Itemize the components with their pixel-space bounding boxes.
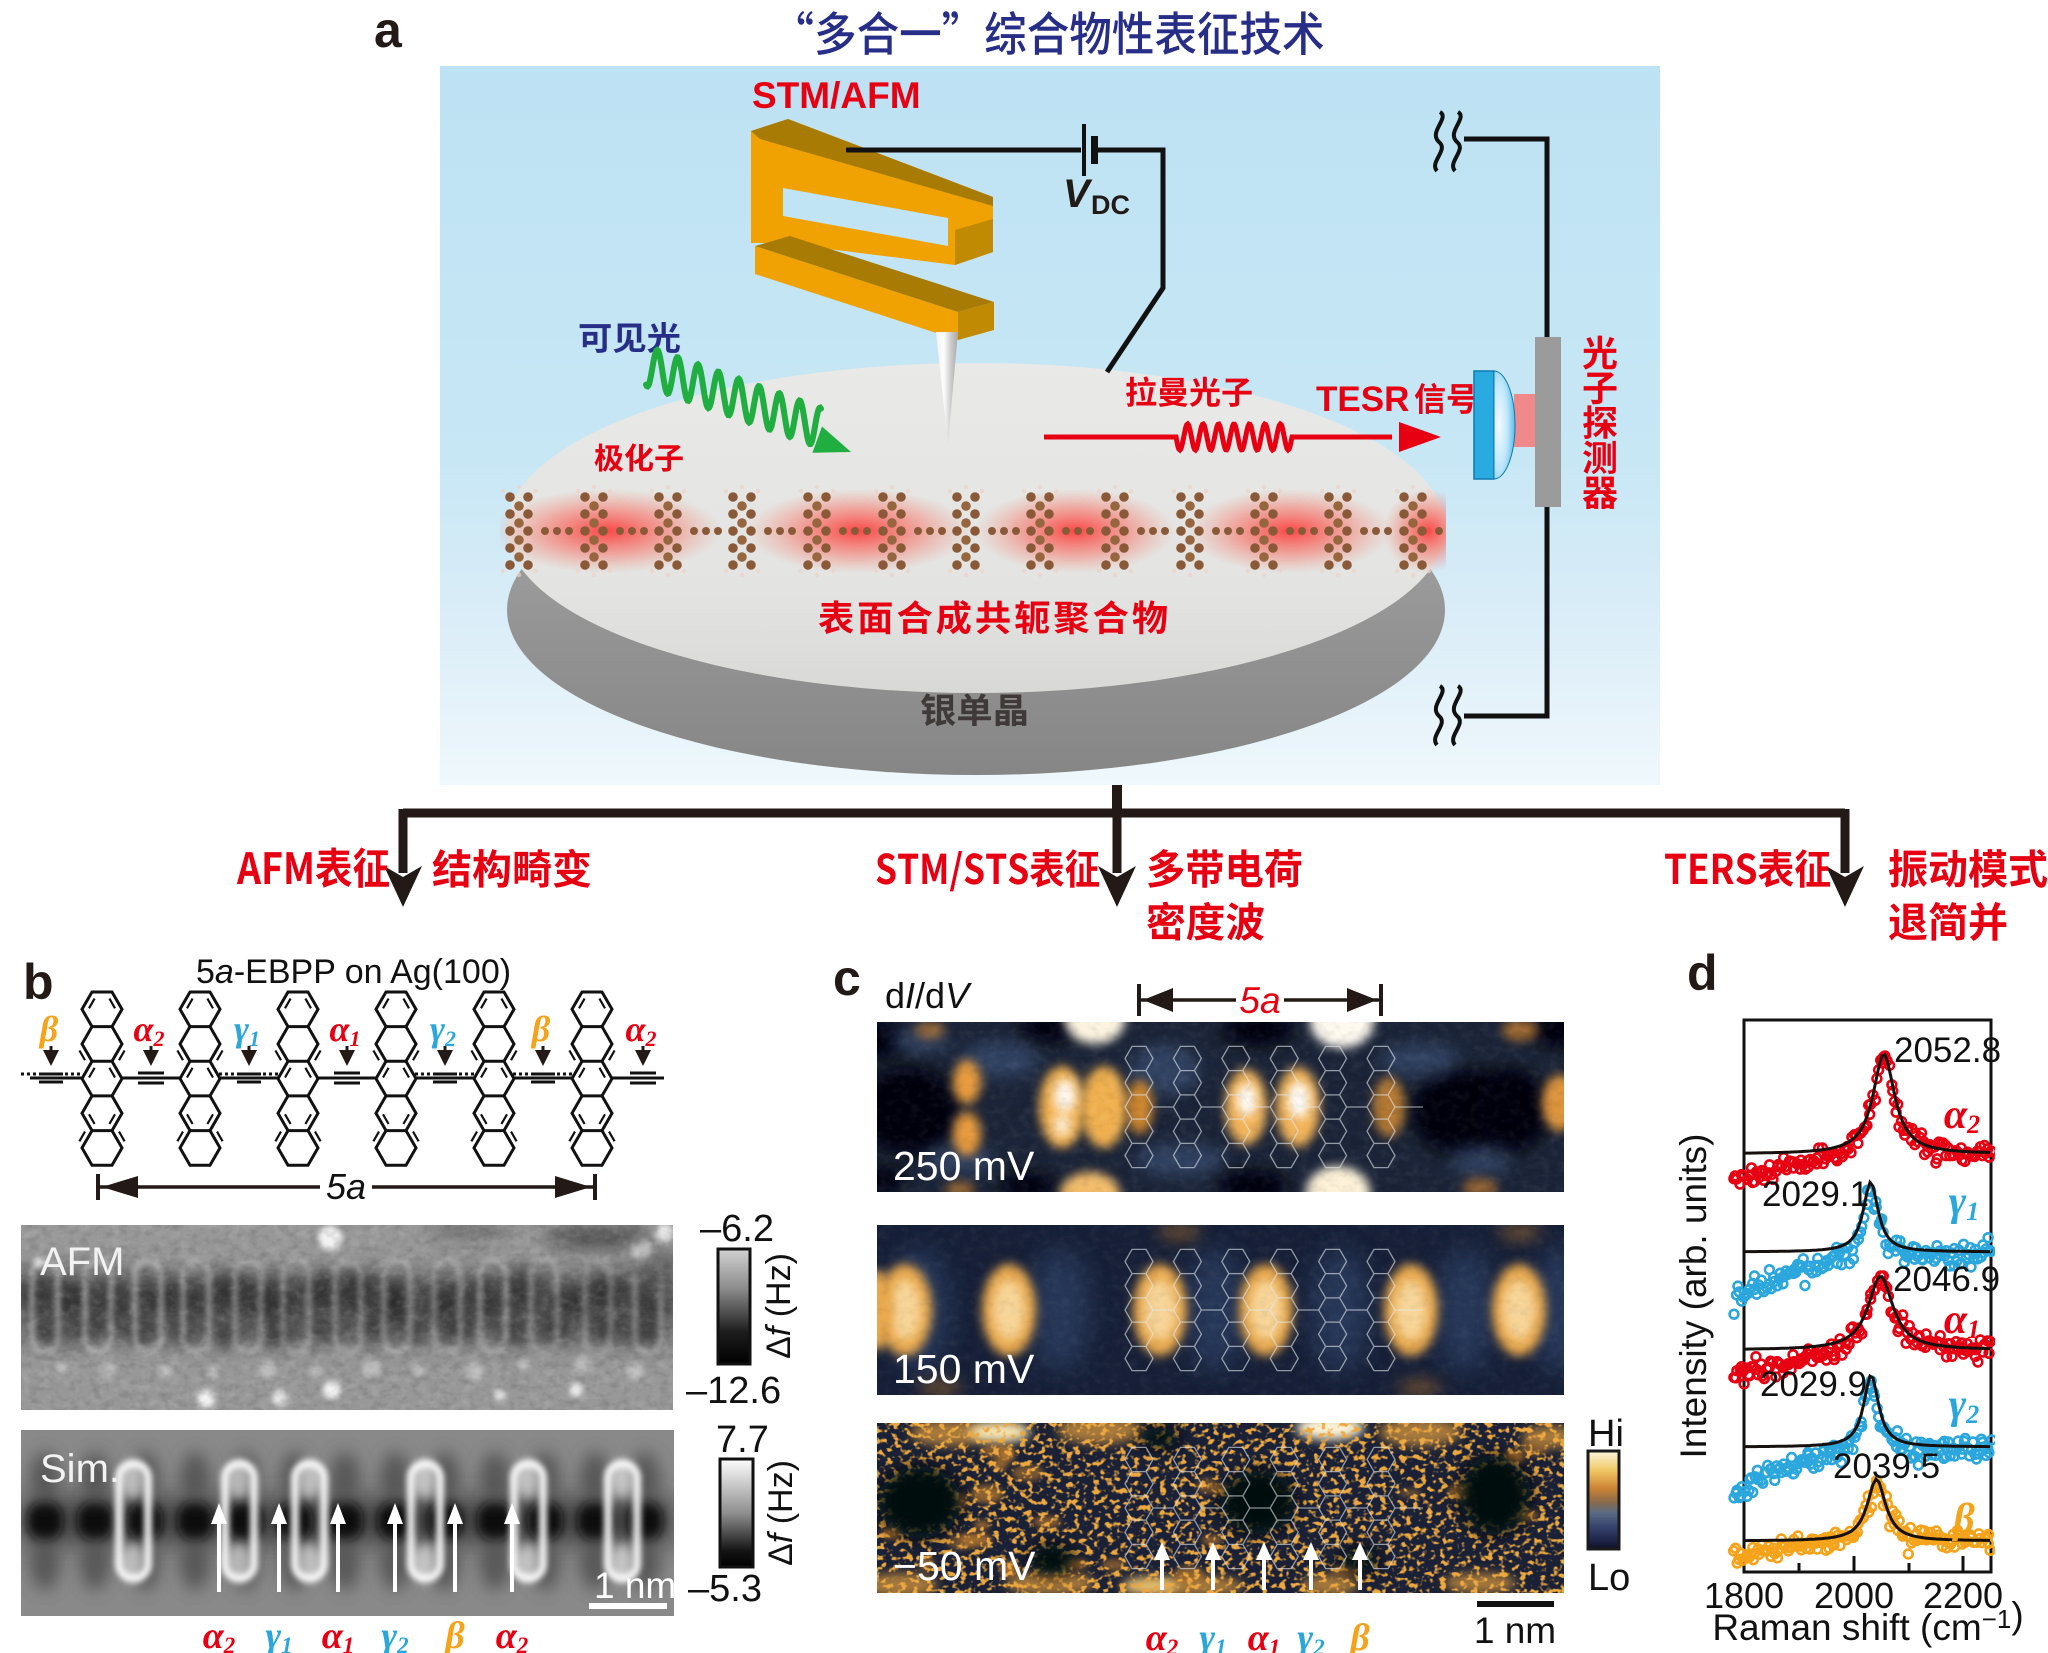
svg-text:c: c [833,950,861,1006]
svg-text:5a: 5a [326,1166,366,1207]
svg-text:2039.5: 2039.5 [1833,1447,1940,1486]
svg-text:α2: α2 [1146,1617,1179,1653]
svg-text:Δf (Hz): Δf (Hz) [762,1460,800,1566]
svg-text:–5.3: –5.3 [688,1568,762,1610]
svg-text:2029.1: 2029.1 [1762,1175,1869,1214]
svg-text:AFM: AFM [40,1240,124,1284]
svg-text:STM/AFM: STM/AFM [752,75,921,116]
svg-text:dI/dV: dI/dV [885,975,972,1016]
svg-text:β: β [1951,1496,1975,1542]
svg-text:b: b [23,954,54,1010]
svg-text:2046.9: 2046.9 [1893,1260,2000,1299]
svg-text:1 nm: 1 nm [594,1565,676,1606]
svg-text:–12.6: –12.6 [686,1370,781,1412]
svg-text:2029.9: 2029.9 [1760,1365,1867,1404]
svg-text:5a-EBPP on Ag(100): 5a-EBPP on Ag(100) [196,953,511,991]
svg-text:250 mV: 250 mV [893,1143,1035,1189]
svg-text:d: d [1687,945,1718,1001]
svg-text:5a: 5a [1239,980,1280,1021]
svg-text:1 nm: 1 nm [1474,1610,1556,1651]
svg-text:7.7: 7.7 [716,1419,769,1461]
svg-text:Hi: Hi [1588,1413,1624,1455]
svg-text:2000: 2000 [1814,1575,1894,1616]
svg-text:1800: 1800 [1704,1575,1784,1616]
svg-text:β: β [530,1009,551,1049]
svg-text:Sim.: Sim. [40,1447,120,1491]
svg-text:β: β [443,1615,465,1653]
svg-text:β: β [38,1009,59,1049]
svg-text:DC: DC [1091,190,1130,220]
svg-text:β: β [1348,1617,1370,1653]
svg-text:Δf (Hz): Δf (Hz) [760,1253,798,1359]
svg-text:TESR: TESR [1316,380,1409,419]
svg-text:−50 mV: −50 mV [893,1543,1036,1589]
svg-text:V: V [1063,172,1093,216]
svg-text:Intensity (arb. units): Intensity (arb. units) [1673,1134,1714,1459]
svg-text:150 mV: 150 mV [893,1346,1035,1392]
svg-text:α1: α1 [330,1009,361,1051]
svg-text:a: a [374,2,403,58]
svg-text:2052.8: 2052.8 [1894,1031,2001,1070]
svg-text:2200: 2200 [1923,1575,2003,1616]
svg-text:Lo: Lo [1588,1557,1630,1599]
svg-text:γ2: γ2 [430,1009,456,1051]
svg-text:α2: α2 [1944,1092,1980,1139]
svg-text:–6.2: –6.2 [700,1208,774,1250]
